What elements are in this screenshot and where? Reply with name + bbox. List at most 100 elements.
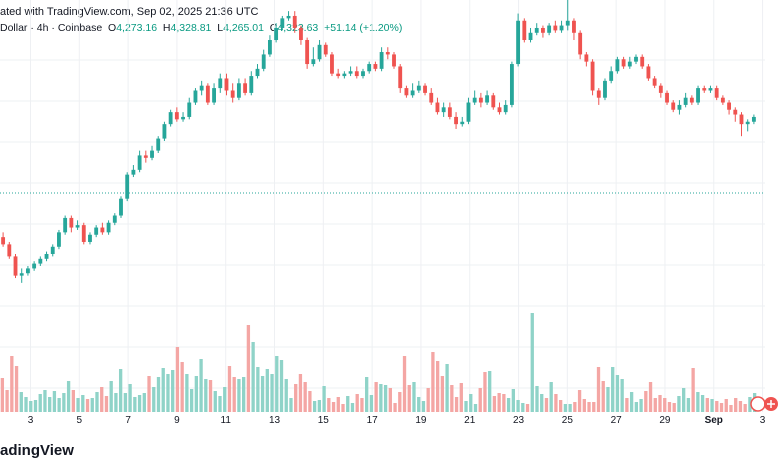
candle-body[interactable] (745, 121, 750, 125)
candle-body[interactable] (174, 112, 179, 120)
candle-body[interactable] (150, 150, 154, 158)
candle-body[interactable] (75, 225, 80, 228)
candle-body[interactable] (274, 27, 279, 40)
candle-body[interactable] (423, 85, 427, 93)
candle-body[interactable] (181, 116, 185, 120)
candle-body[interactable] (224, 78, 229, 91)
candle-body[interactable] (44, 253, 49, 259)
candle-body[interactable] (100, 227, 105, 233)
candle-body[interactable] (454, 116, 458, 125)
candle-body[interactable] (267, 40, 272, 55)
candle-body[interactable] (1, 237, 6, 245)
candle-body[interactable] (615, 59, 620, 72)
candle-body[interactable] (553, 25, 558, 31)
candle-body[interactable] (199, 85, 204, 91)
candle-body[interactable] (143, 155, 148, 158)
candle-body[interactable] (522, 20, 527, 40)
candle-body[interactable] (373, 64, 378, 69)
candle-body[interactable] (435, 102, 440, 113)
candle-body[interactable] (187, 102, 192, 117)
candle-body[interactable] (230, 90, 235, 98)
candle-body[interactable] (218, 78, 223, 89)
candlesticks[interactable] (1, 0, 756, 283)
candle-body[interactable] (305, 40, 310, 65)
candle-body[interactable] (416, 85, 421, 91)
candle-body[interactable] (720, 97, 725, 103)
candle-body[interactable] (106, 222, 111, 233)
candle-body[interactable] (19, 273, 24, 276)
candle-body[interactable] (696, 88, 700, 103)
candle-body[interactable] (292, 15, 297, 28)
candle-body[interactable] (460, 121, 465, 125)
candle-body[interactable] (491, 95, 496, 108)
candle-body[interactable] (671, 102, 676, 110)
candle-body[interactable] (261, 54, 266, 69)
candle-body[interactable] (193, 90, 198, 103)
candle-body[interactable] (32, 263, 37, 269)
candle-body[interactable] (665, 92, 669, 103)
candle-body[interactable] (683, 97, 688, 105)
candle-body[interactable] (367, 64, 372, 72)
candle-body[interactable] (398, 66, 403, 89)
candle-body[interactable] (534, 27, 539, 33)
candle-body[interactable] (336, 73, 341, 77)
candle-body[interactable] (478, 97, 483, 103)
candle-body[interactable] (249, 76, 254, 93)
candle-body[interactable] (447, 107, 452, 117)
candle-body[interactable] (57, 232, 61, 247)
candle-body[interactable] (429, 92, 434, 103)
candle-body[interactable] (236, 83, 241, 98)
candle-body[interactable] (714, 88, 719, 98)
candle-body[interactable] (205, 85, 210, 103)
candle-body[interactable] (689, 97, 694, 103)
candle-body[interactable] (212, 88, 216, 103)
symbol-name[interactable]: Dollar (0, 22, 28, 34)
candle-body[interactable] (69, 217, 74, 228)
interval-label[interactable]: 4h (36, 22, 49, 34)
candle-body[interactable] (565, 20, 570, 26)
candle-body[interactable] (596, 90, 601, 98)
candle-body[interactable] (354, 71, 359, 77)
candle-body[interactable] (646, 66, 651, 79)
candle-body[interactable] (472, 97, 477, 103)
candle-body[interactable] (162, 124, 167, 139)
candle-body[interactable] (509, 64, 514, 105)
candle-body[interactable] (7, 244, 12, 257)
candle-body[interactable] (503, 104, 508, 113)
candle-body[interactable] (81, 225, 86, 242)
candle-body[interactable] (603, 80, 607, 98)
candle-body[interactable] (652, 78, 657, 86)
candle-body[interactable] (280, 18, 285, 28)
candle-body[interactable] (497, 107, 502, 113)
candle-body[interactable] (255, 68, 260, 77)
candle-body[interactable] (119, 198, 123, 216)
candle-body[interactable] (708, 88, 713, 91)
candle-body[interactable] (584, 54, 589, 62)
candle-body[interactable] (547, 25, 552, 33)
candle-body[interactable] (168, 112, 173, 125)
candle-body[interactable] (627, 61, 632, 67)
candle-body[interactable] (311, 59, 316, 65)
candle-body[interactable] (112, 215, 117, 223)
candle-body[interactable] (485, 95, 490, 103)
candle-body[interactable] (559, 25, 564, 31)
candle-body[interactable] (621, 59, 626, 67)
candle-body[interactable] (323, 44, 328, 55)
candle-body[interactable] (392, 54, 396, 67)
candle-body[interactable] (342, 73, 347, 77)
candle-body[interactable] (286, 15, 291, 19)
candle-body[interactable] (125, 174, 130, 199)
candle-body[interactable] (677, 104, 682, 110)
candle-body[interactable] (137, 155, 142, 170)
candle-body[interactable] (131, 169, 136, 175)
candle-body[interactable] (88, 234, 92, 242)
candle-body[interactable] (156, 138, 161, 151)
candle-body[interactable] (658, 85, 663, 93)
candle-body[interactable] (578, 32, 583, 55)
candle-body[interactable] (739, 114, 744, 125)
candle-body[interactable] (516, 20, 521, 65)
candle-body[interactable] (379, 52, 384, 69)
candle-body[interactable] (38, 258, 43, 264)
candle-body[interactable] (572, 20, 576, 33)
